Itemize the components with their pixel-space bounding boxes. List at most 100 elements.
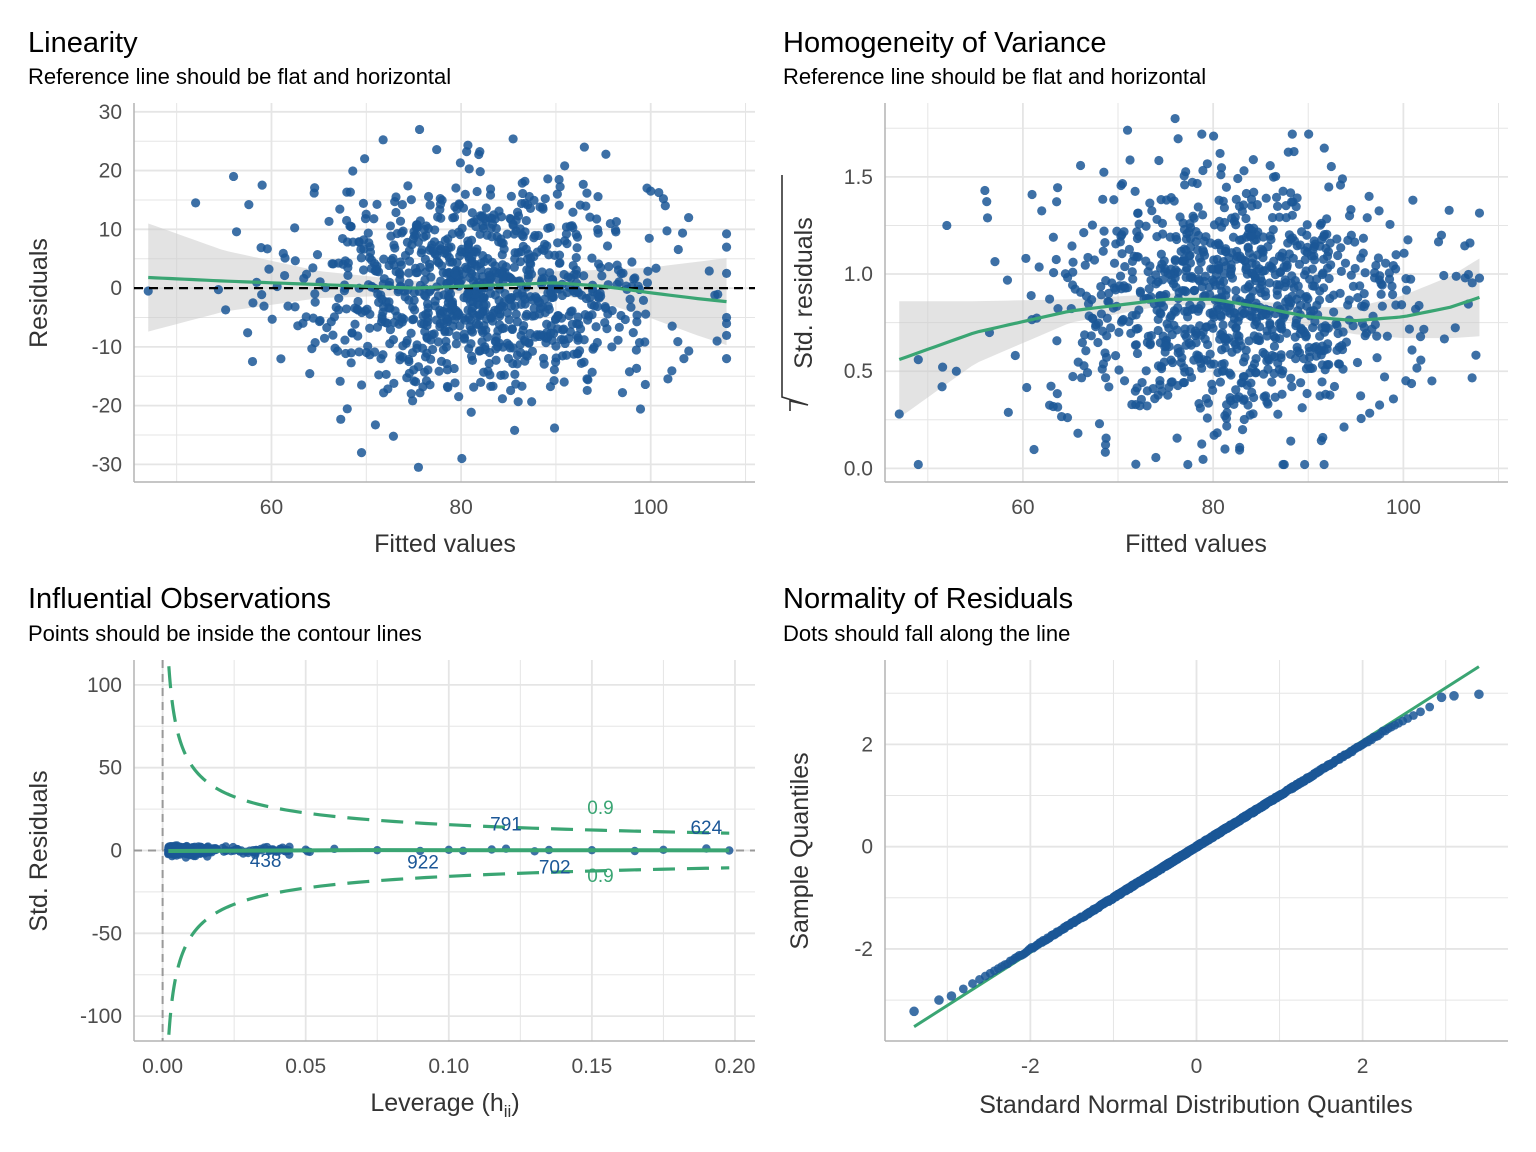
- homogeneity-points: [894, 113, 1485, 470]
- data-point: [1219, 203, 1230, 213]
- data-point: [1387, 289, 1398, 300]
- data-point: [1068, 371, 1078, 382]
- data-point: [510, 369, 520, 379]
- data-point: [1439, 334, 1449, 344]
- data-point: [1204, 282, 1214, 292]
- data-point: [1221, 400, 1232, 410]
- qq-points: [909, 689, 1484, 1017]
- data-point: [1175, 347, 1185, 357]
- data-point: [365, 247, 376, 257]
- data-point: [310, 289, 320, 299]
- data-point: [1197, 363, 1207, 373]
- data-point: [1241, 345, 1251, 355]
- data-point: [1326, 260, 1336, 270]
- data-point: [452, 331, 462, 341]
- data-point: [353, 296, 363, 307]
- data-point: [360, 154, 370, 164]
- observation-id-label: 702: [539, 858, 571, 879]
- data-point: [389, 378, 399, 388]
- data-point: [1404, 324, 1415, 334]
- data-point: [1325, 293, 1335, 304]
- data-point: [1341, 337, 1352, 347]
- data-point: [1416, 355, 1426, 365]
- data-point: [1316, 436, 1326, 446]
- data-point: [559, 377, 569, 387]
- data-point: [519, 320, 529, 331]
- data-point: [308, 263, 318, 273]
- data-point: [221, 305, 231, 315]
- data-point: [1362, 213, 1372, 223]
- data-point: [1376, 289, 1386, 299]
- data-point: [1436, 692, 1447, 703]
- data-point: [1332, 345, 1342, 355]
- data-point: [1198, 165, 1208, 176]
- data-point: [1196, 300, 1206, 310]
- data-point: [1275, 280, 1285, 290]
- data-point: [454, 199, 464, 209]
- data-point: [1206, 264, 1216, 274]
- data-point: [1357, 301, 1367, 311]
- data-point: [427, 344, 438, 355]
- data-point: [1325, 238, 1335, 248]
- data-point: [1301, 332, 1311, 342]
- data-point: [1324, 182, 1334, 192]
- data-point: [378, 135, 388, 145]
- data-point: [1308, 323, 1318, 333]
- data-point: [471, 319, 481, 329]
- data-point: [508, 358, 518, 369]
- data-point: [397, 199, 407, 210]
- data-point: [1449, 690, 1459, 701]
- data-point: [654, 187, 664, 198]
- data-point: [968, 979, 977, 988]
- data-point: [632, 310, 642, 320]
- data-point: [342, 237, 353, 247]
- data-point: [1315, 331, 1325, 341]
- data-point: [462, 147, 472, 157]
- data-point: [1208, 131, 1219, 141]
- data-point: [1098, 246, 1108, 256]
- data-point: [1087, 313, 1098, 323]
- data-point: [1198, 210, 1208, 220]
- data-point: [406, 328, 416, 338]
- data-point: [1146, 275, 1156, 285]
- data-point: [1399, 248, 1409, 258]
- data-point: [450, 268, 460, 279]
- data-point: [372, 322, 383, 332]
- data-point: [1186, 340, 1196, 350]
- data-point: [447, 257, 458, 267]
- data-point: [1268, 225, 1278, 235]
- data-point: [385, 325, 396, 335]
- data-point: [1179, 377, 1189, 388]
- data-point: [172, 851, 181, 860]
- data-point: [1247, 268, 1257, 279]
- data-point: [1261, 391, 1271, 401]
- data-point: [1427, 376, 1437, 386]
- influential-subtitle: Points should be inside the contour line…: [28, 621, 422, 646]
- linearity-panel: Linearity Reference line should be flat …: [25, 27, 755, 558]
- data-point: [1294, 259, 1305, 269]
- data-point: [1183, 459, 1193, 470]
- data-point: [571, 269, 582, 280]
- data-point: [1221, 182, 1232, 192]
- data-point: [1087, 220, 1098, 230]
- data-point: [1227, 213, 1237, 223]
- data-point: [1269, 341, 1280, 351]
- data-point: [363, 228, 373, 238]
- data-point: [437, 195, 447, 205]
- data-point: [980, 185, 990, 196]
- data-point: [573, 349, 583, 359]
- data-point: [1056, 411, 1067, 422]
- data-point: [1167, 330, 1177, 340]
- data-point: [466, 325, 476, 335]
- data-point: [630, 273, 640, 283]
- data-point: [518, 188, 528, 199]
- data-point: [1274, 333, 1285, 344]
- data-point: [473, 311, 483, 321]
- data-point: [1102, 313, 1112, 323]
- data-point: [1344, 295, 1354, 305]
- data-point: [406, 195, 416, 205]
- data-point: [1401, 274, 1411, 284]
- data-point: [549, 328, 559, 339]
- data-point: [1307, 264, 1318, 274]
- data-point: [958, 984, 968, 994]
